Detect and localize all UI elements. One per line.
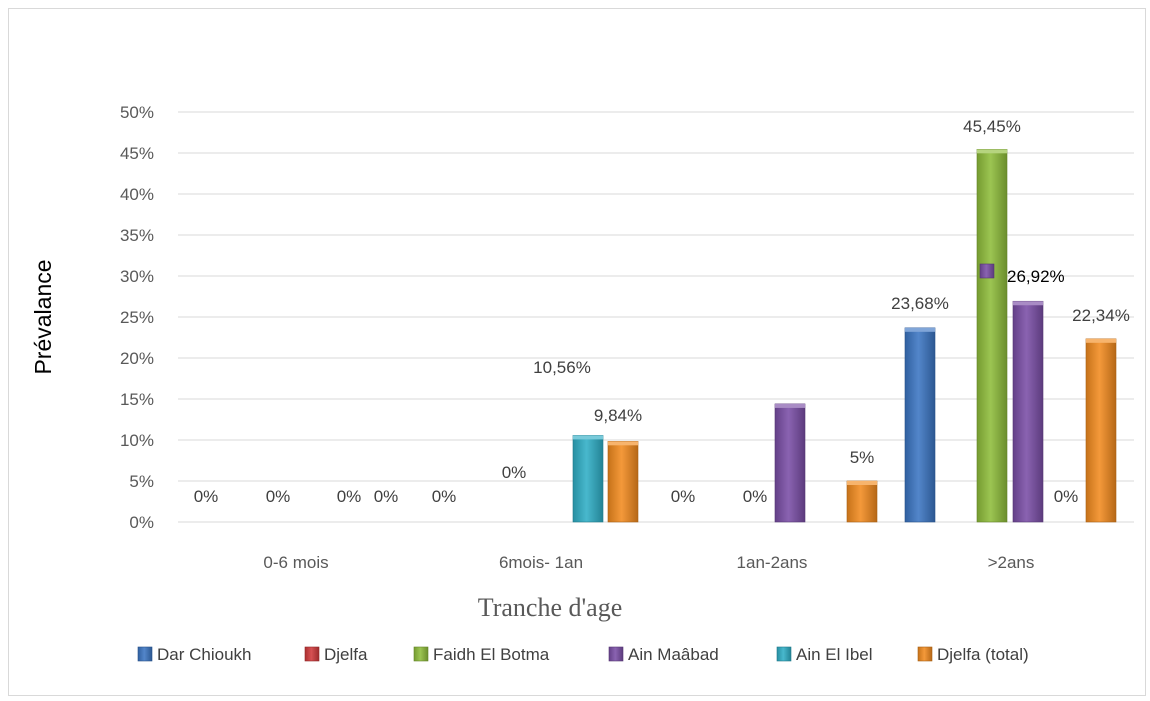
y-tick-label: 15% (120, 390, 154, 409)
y-tick-label: 5% (129, 472, 154, 491)
legend-label: Ain Maâbad (628, 645, 719, 664)
bar (774, 403, 806, 523)
x-tick-label: 1an-2ans (737, 553, 808, 572)
y-tick-label: 30% (120, 267, 154, 286)
data-label: 0% (374, 487, 399, 506)
bar-top (847, 481, 877, 485)
y-tick-label: 45% (120, 144, 154, 163)
x-axis-title: Tranche d'age (478, 593, 623, 622)
data-label: 0% (337, 487, 362, 506)
legend-label: Ain El Ibel (796, 645, 873, 664)
data-label: 0% (502, 463, 527, 482)
legend-swatch (413, 646, 429, 662)
legend-label: Faidh El Botma (433, 645, 550, 664)
data-label: 9,84% (594, 406, 642, 425)
legend-label: Dar Chioukh (157, 645, 252, 664)
legend-swatch (608, 646, 624, 662)
bar-top (1086, 338, 1116, 343)
y-tick-label: 35% (120, 226, 154, 245)
x-tick-label: 0-6 mois (263, 553, 328, 572)
bar-top (608, 441, 638, 446)
legend-swatch (304, 646, 320, 662)
y-axis-title: Prévalance (30, 259, 56, 374)
chart-frame (8, 8, 1146, 696)
bar (572, 435, 604, 523)
data-label: 23,68% (891, 294, 949, 313)
data-label: 0% (1054, 487, 1079, 506)
x-tick-label: >2ans (988, 553, 1035, 572)
bar-top (1013, 301, 1043, 306)
data-label: 26,92% (1007, 267, 1065, 286)
y-tick-label: 25% (120, 308, 154, 327)
legend-swatch (776, 646, 792, 662)
bar-top (775, 403, 805, 408)
data-label: 0% (194, 487, 219, 506)
y-tick-label: 0% (129, 513, 154, 532)
bar-top (573, 435, 603, 440)
data-label: 0% (432, 487, 457, 506)
bar-top (977, 149, 1007, 154)
data-label: 0% (671, 487, 696, 506)
legend-label: Djelfa (324, 645, 368, 664)
legend-label: Djelfa (total) (937, 645, 1029, 664)
y-tick-label: 20% (120, 349, 154, 368)
data-label: 0% (743, 487, 768, 506)
bar (976, 149, 1008, 523)
x-tick-label: 6mois- 1an (499, 553, 583, 572)
data-label-key (979, 263, 995, 279)
data-label: 10,56% (533, 358, 591, 377)
bar (904, 327, 936, 523)
data-label: 5% (850, 448, 875, 467)
y-tick-label: 50% (120, 103, 154, 122)
legend-swatch (917, 646, 933, 662)
data-label: 45,45% (963, 117, 1021, 136)
bar-top (905, 327, 935, 332)
bar (607, 441, 639, 523)
bar (846, 480, 878, 523)
y-tick-label: 40% (120, 185, 154, 204)
y-tick-label: 10% (120, 431, 154, 450)
data-label: 0% (266, 487, 291, 506)
bar (1012, 300, 1044, 523)
bar (1085, 338, 1117, 523)
data-label: 22,34% (1072, 306, 1130, 325)
legend-swatch (137, 646, 153, 662)
